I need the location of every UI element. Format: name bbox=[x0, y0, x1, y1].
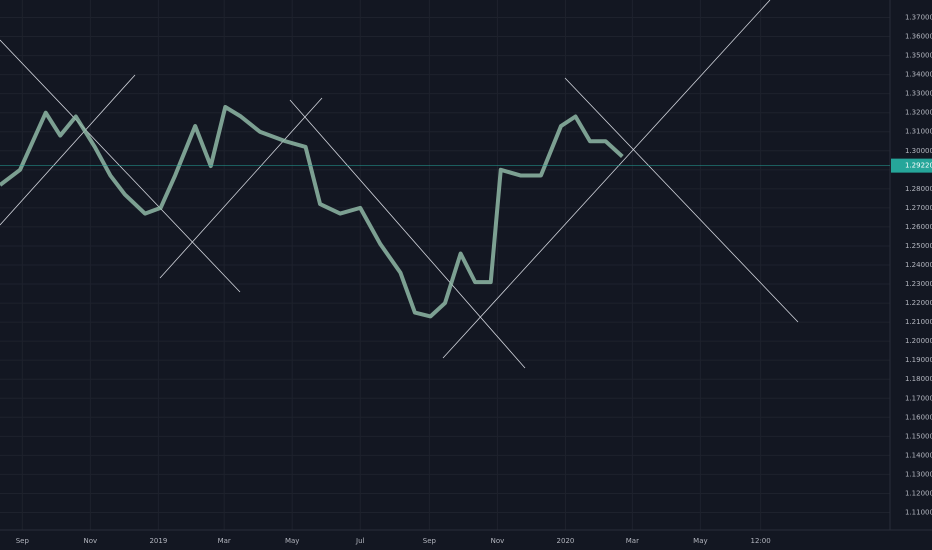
x-tick-label: May bbox=[285, 537, 299, 545]
y-tick-label: 1.34000 bbox=[905, 71, 932, 79]
y-tick-label: 1.11000 bbox=[905, 508, 932, 516]
y-tick-label: 1.31000 bbox=[905, 128, 932, 136]
y-tick-label: 1.18000 bbox=[905, 375, 932, 383]
y-tick-label: 1.12000 bbox=[905, 489, 932, 497]
y-tick-label: 1.37000 bbox=[905, 14, 932, 22]
x-tick-label: Nov bbox=[84, 537, 98, 545]
x-tick-label: Nov bbox=[491, 537, 505, 545]
y-tick-label: 1.35000 bbox=[905, 52, 932, 60]
y-tick-label: 1.22000 bbox=[905, 299, 932, 307]
x-tick-label: Jul bbox=[355, 537, 365, 545]
y-tick-label: 1.13000 bbox=[905, 470, 932, 478]
price-line bbox=[0, 104, 624, 319]
x-tick-label: Sep bbox=[423, 537, 437, 545]
x-tick-label: 2020 bbox=[557, 537, 575, 545]
y-tick-label: 1.27000 bbox=[905, 204, 932, 212]
y-tick-label: 1.26000 bbox=[905, 223, 932, 231]
y-tick-label: 1.15000 bbox=[905, 432, 932, 440]
x-tick-label: May bbox=[693, 537, 707, 545]
y-tick-label: 1.23000 bbox=[905, 280, 932, 288]
x-tick-label: Sep bbox=[16, 537, 30, 545]
y-tick-label: 1.16000 bbox=[905, 413, 932, 421]
y-tick-label: 1.36000 bbox=[905, 33, 932, 41]
grid bbox=[0, 0, 890, 530]
y-tick-label: 1.20000 bbox=[905, 337, 932, 345]
last-price-box bbox=[891, 158, 932, 173]
y-tick-label: 1.32000 bbox=[905, 109, 932, 117]
y-tick-label: 1.25000 bbox=[905, 242, 932, 250]
y-tick-label: 1.21000 bbox=[905, 318, 932, 326]
x-tick-label: Mar bbox=[218, 537, 231, 545]
y-tick-label: 1.28000 bbox=[905, 185, 932, 193]
x-tick-label: Mar bbox=[626, 537, 639, 545]
y-tick-label: 1.17000 bbox=[905, 394, 932, 402]
x-tick-label: 2019 bbox=[149, 537, 167, 545]
y-tick-label: 1.14000 bbox=[905, 451, 932, 459]
y-tick-label: 1.33000 bbox=[905, 90, 932, 98]
y-tick-label: 1.24000 bbox=[905, 261, 932, 269]
y-tick-label: 1.19000 bbox=[905, 356, 932, 364]
y-tick-label: 1.30000 bbox=[905, 147, 932, 155]
last-price-label: 1.29220 bbox=[905, 162, 932, 170]
drawings bbox=[0, 0, 799, 369]
x-tick-label: 12:00 bbox=[751, 537, 771, 545]
